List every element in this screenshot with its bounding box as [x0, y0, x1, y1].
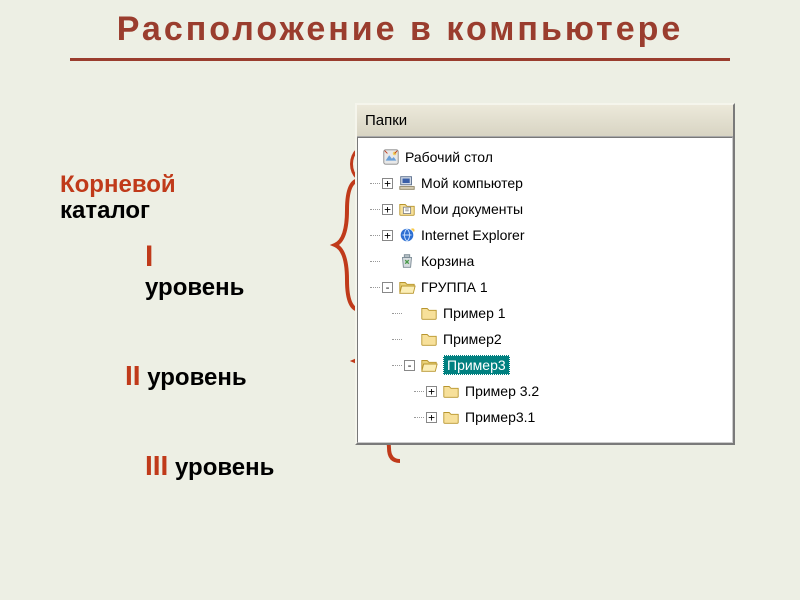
- mydocs-icon: [397, 199, 417, 219]
- expander-icon: [366, 152, 377, 163]
- annotation-level2-num: II: [125, 360, 141, 391]
- tree-item-label[interactable]: Пример 3.2: [465, 383, 539, 399]
- ie-icon: [397, 225, 417, 245]
- annotation-root-word1: Корневой: [60, 171, 176, 198]
- folder-icon: [441, 407, 461, 427]
- expander-icon: [404, 334, 415, 345]
- tree-item[interactable]: - Пример3: [364, 352, 732, 378]
- explorer-panel: Папки Рабочий стол + Мой компьютер + Мои док…: [355, 103, 735, 445]
- tree-item-label[interactable]: Пример2: [443, 331, 502, 347]
- expander-icon: [404, 308, 415, 319]
- desktop-icon: [381, 147, 401, 167]
- recycle-icon: [397, 251, 417, 271]
- panel-header-label: Папки: [365, 112, 407, 129]
- panel-header: Папки: [357, 105, 733, 137]
- tree-root[interactable]: Рабочий стол: [364, 144, 732, 170]
- folder-tree: Рабочий стол + Мой компьютер + Мои документы…: [357, 137, 733, 443]
- title-underline: [70, 58, 730, 61]
- annotation-level3-num: III: [145, 450, 168, 481]
- tree-item-label[interactable]: Internet Explorer: [421, 227, 525, 243]
- tree-item-label[interactable]: Пример3: [443, 355, 510, 375]
- annotation-root: Корневой каталог: [60, 172, 176, 225]
- tree-item-label[interactable]: ГРУППА 1: [421, 279, 488, 295]
- tree-item-label[interactable]: Мой компьютер: [421, 175, 523, 191]
- folder-open-icon: [397, 277, 417, 297]
- annotation-level3: III уровень: [145, 450, 274, 482]
- annotation-level3-txt: уровень: [175, 454, 274, 481]
- tree-item-label[interactable]: Пример 1: [443, 305, 506, 321]
- annotation-root-word2: каталог: [60, 197, 150, 224]
- tree-item[interactable]: + Пример 3.2: [364, 378, 732, 404]
- folder-open-icon: [419, 355, 439, 375]
- expander-icon[interactable]: +: [426, 386, 437, 397]
- tree-item[interactable]: + Пример3.1: [364, 404, 732, 430]
- annotation-level2-txt: уровень: [147, 364, 246, 391]
- tree-item-label[interactable]: Пример3.1: [465, 409, 535, 425]
- expander-icon[interactable]: +: [382, 204, 393, 215]
- annotation-level1-num: I: [145, 240, 153, 273]
- expander-icon[interactable]: +: [382, 178, 393, 189]
- tree-item[interactable]: Корзина: [364, 248, 732, 274]
- annotation-level2: II уровень: [125, 360, 247, 392]
- tree-item-label[interactable]: Корзина: [421, 253, 474, 269]
- expander-icon[interactable]: -: [404, 360, 415, 371]
- tree-item-label[interactable]: Рабочий стол: [405, 149, 493, 165]
- folder-icon: [419, 329, 439, 349]
- tree-item[interactable]: - ГРУППА 1: [364, 274, 732, 300]
- expander-icon: [382, 256, 393, 267]
- tree-item[interactable]: + Мой компьютер: [364, 170, 732, 196]
- annotation-level1: I уровень: [145, 240, 244, 302]
- tree-item-label[interactable]: Мои документы: [421, 201, 523, 217]
- folder-icon: [441, 381, 461, 401]
- tree-item[interactable]: Пример2: [364, 326, 732, 352]
- tree-item[interactable]: + Мои документы: [364, 196, 732, 222]
- tree-item[interactable]: Пример 1: [364, 300, 732, 326]
- expander-icon[interactable]: -: [382, 282, 393, 293]
- expander-icon[interactable]: +: [382, 230, 393, 241]
- page-title: Расположение в компьютере: [0, 10, 800, 49]
- annotation-level1-txt: уровень: [145, 274, 244, 302]
- expander-icon[interactable]: +: [426, 412, 437, 423]
- mycomputer-icon: [397, 173, 417, 193]
- tree-item[interactable]: + Internet Explorer: [364, 222, 732, 248]
- folder-icon: [419, 303, 439, 323]
